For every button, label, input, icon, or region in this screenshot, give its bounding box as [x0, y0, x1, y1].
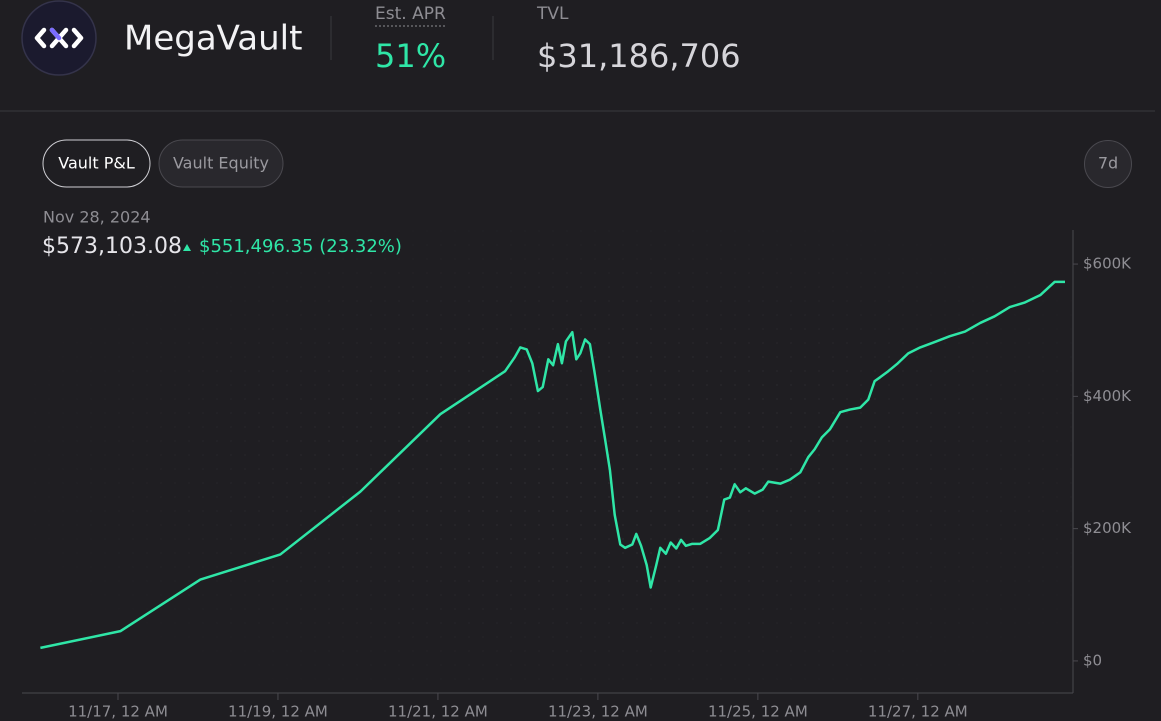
x-tick-label: 11/27, 12 AM: [868, 703, 968, 721]
x-tick-label: 11/21, 12 AM: [388, 703, 488, 721]
plot-fade: [22, 226, 1072, 692]
tvl-value: $31,186,706: [537, 37, 741, 75]
y-tick-label: $400K: [1083, 387, 1132, 405]
apr-label: Est. APR: [375, 4, 446, 24]
y-tick-label: $600K: [1083, 255, 1132, 273]
x-tick-label: 11/25, 12 AM: [708, 703, 808, 721]
summary-date: Nov 28, 2024: [43, 208, 151, 227]
pnl-line: [40, 280, 1065, 650]
apr-value: 51%: [375, 37, 446, 75]
x-tick-label: 11/17, 12 AM: [68, 703, 168, 721]
y-tick-label: $0: [1083, 651, 1102, 669]
tvl-label: TVL: [536, 4, 569, 24]
x-tick-label: 11/19, 12 AM: [228, 703, 328, 721]
tab-active[interactable]: [42, 139, 151, 188]
tab-label[interactable]: Vault Equity: [173, 154, 269, 173]
range-label[interactable]: 7d: [1098, 154, 1118, 173]
chart: $0 $200K $400K $600K 11/17, 12 AM 11/19, 12 A…: [22, 230, 1132, 721]
summary-value: $573,103.08: [42, 234, 182, 259]
range-button[interactable]: [1084, 140, 1132, 188]
up-arrow: [183, 244, 191, 251]
y-tick-label: $200K: [1083, 519, 1132, 537]
tab-label[interactable]: Vault P&L: [58, 154, 135, 173]
summary-change: $551,496.35 (23.32%): [199, 236, 402, 257]
logo: [21, 0, 97, 76]
x-tick-label: 11/23, 12 AM: [548, 703, 648, 721]
vault-name: MegaVault: [124, 19, 302, 59]
tab[interactable]: [158, 139, 284, 188]
